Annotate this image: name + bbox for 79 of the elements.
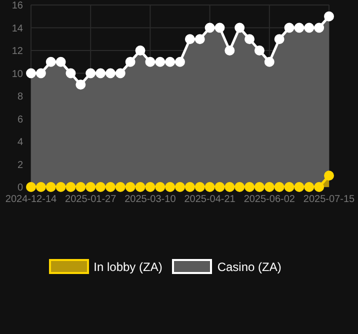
point	[145, 56, 156, 67]
point	[165, 56, 176, 67]
point	[284, 22, 294, 33]
x-tick-label: 2025-01-27	[65, 194, 117, 206]
point	[214, 22, 225, 33]
point	[294, 182, 304, 192]
point	[115, 68, 126, 78]
point	[304, 22, 314, 33]
x-tick-label: 2025-07-15	[303, 194, 356, 206]
point	[284, 182, 294, 192]
point	[36, 68, 46, 78]
legend-label: Casino (ZA)	[217, 260, 282, 274]
point	[26, 182, 36, 192]
y-tick-label: 10	[12, 68, 24, 80]
y-tick-label: 8	[17, 92, 24, 103]
point	[145, 182, 156, 192]
point	[234, 22, 245, 33]
point	[314, 182, 324, 192]
point	[135, 46, 146, 56]
y-tick-label: 4	[17, 137, 24, 148]
y-tick-label: 0	[17, 182, 24, 194]
y-tick-label: 16	[12, 0, 24, 12]
point	[175, 182, 185, 192]
point	[46, 182, 56, 192]
point	[194, 34, 205, 44]
x-tick-label: 2025-06-02	[244, 194, 296, 206]
point	[194, 182, 205, 192]
point	[105, 68, 116, 78]
point	[184, 34, 195, 44]
point	[66, 182, 76, 192]
point	[274, 34, 284, 44]
point	[165, 182, 176, 192]
legend-label: In lobby (ZA)	[94, 260, 162, 274]
point	[324, 11, 334, 22]
point	[254, 182, 264, 192]
point	[204, 22, 215, 33]
point	[26, 68, 36, 78]
point	[125, 56, 136, 67]
point	[314, 22, 324, 33]
point	[96, 182, 106, 192]
point	[175, 56, 185, 67]
point	[244, 34, 255, 44]
point	[36, 182, 46, 192]
point	[76, 80, 86, 90]
x-tick-label: 2025-04-21	[184, 194, 236, 206]
point	[184, 182, 195, 192]
y-tick-label: 14	[12, 23, 24, 34]
point	[224, 46, 235, 56]
point	[304, 182, 314, 192]
point	[56, 56, 66, 67]
x-tick-label: 2025-03-10	[124, 194, 176, 206]
point	[244, 182, 255, 192]
point	[204, 182, 215, 192]
y-tick-label: 6	[17, 114, 24, 126]
point	[155, 56, 166, 67]
point	[115, 182, 126, 192]
point	[234, 182, 245, 192]
point	[264, 56, 274, 67]
point	[96, 68, 106, 78]
x-tick-label: 2024-12-14	[5, 194, 58, 206]
point	[86, 182, 96, 192]
y-tick-label: 2	[17, 160, 24, 171]
point	[214, 182, 225, 192]
point	[155, 182, 166, 192]
point	[264, 182, 274, 192]
point	[324, 170, 334, 181]
point	[46, 56, 56, 67]
point	[56, 182, 66, 192]
point	[76, 182, 86, 192]
point	[125, 182, 136, 192]
point	[86, 68, 96, 78]
point	[105, 182, 116, 192]
point	[274, 182, 284, 192]
point	[224, 182, 235, 192]
point	[135, 182, 146, 192]
point	[254, 46, 264, 56]
y-tick-label: 12	[12, 46, 24, 58]
point	[66, 68, 76, 78]
point	[294, 22, 304, 33]
